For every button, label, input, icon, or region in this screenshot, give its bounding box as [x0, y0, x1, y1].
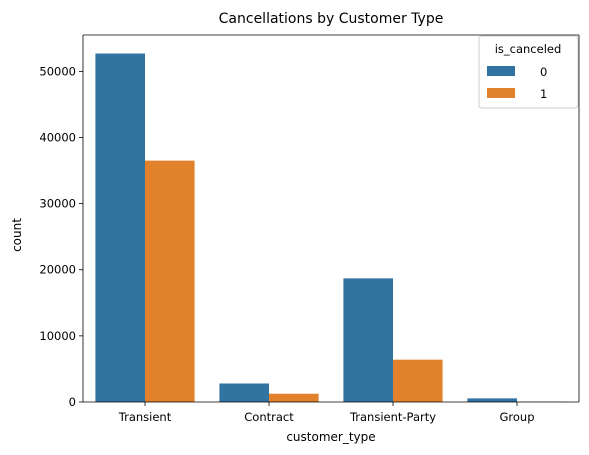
bar-transient-series-1	[145, 160, 195, 402]
legend-label-1: 1	[540, 87, 547, 101]
y-tick-label: 50000	[39, 64, 76, 78]
legend: is_canceled 0 1	[478, 35, 579, 109]
y-tick-label: 10000	[39, 329, 76, 343]
bar-transient-party-series-1	[393, 359, 443, 402]
bar-transient-party-series-0	[343, 278, 393, 402]
bar-contract-series-1	[269, 393, 319, 402]
legend-label-0: 0	[540, 65, 547, 79]
y-axis-label: count	[10, 218, 24, 252]
legend-swatch-1	[487, 88, 515, 98]
y-tick-label: 0	[69, 395, 76, 409]
legend-title: is_canceled	[495, 42, 562, 56]
bar-contract-series-0	[219, 383, 269, 402]
axes-layer: 0 10000 20000 30000 40000 50000 Transient Contr…	[39, 34, 580, 424]
chart-title: Cancellations by Customer Type	[219, 11, 444, 27]
x-tick-label: Transient-Party	[349, 410, 436, 424]
x-tick-label: Group	[499, 410, 534, 424]
y-tick-label: 40000	[39, 130, 76, 144]
x-tick-label: Contract	[244, 410, 294, 424]
x-tick-label: Transient	[118, 410, 172, 424]
x-axis-label: customer_type	[286, 430, 375, 444]
legend-swatch-0	[487, 66, 515, 76]
y-tick-label: 20000	[39, 263, 76, 277]
bars-layer	[95, 53, 567, 402]
y-tick-label: 30000	[39, 197, 76, 211]
bar-transient-series-0	[95, 53, 145, 402]
bar-group-series-0	[467, 398, 517, 402]
